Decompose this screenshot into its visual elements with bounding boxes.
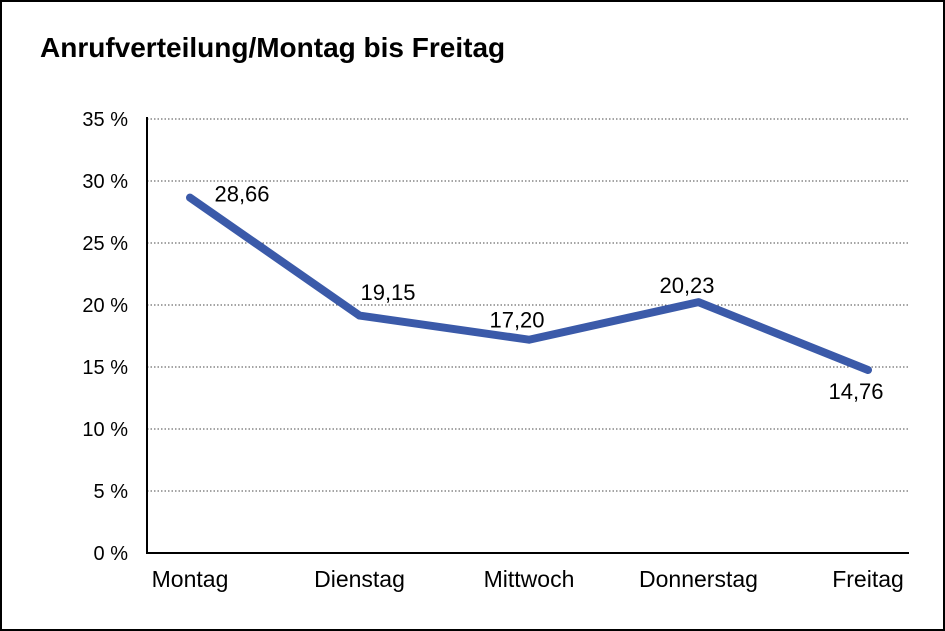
- x-axis-category-label: Mittwoch: [484, 566, 575, 592]
- y-axis-tick-label: 5 %: [94, 481, 129, 503]
- y-axis-tick-label: 30 %: [82, 171, 128, 193]
- y-axis-tick-label: 35 %: [82, 109, 128, 131]
- y-axis-tick-label: 0 %: [94, 543, 129, 565]
- y-axis-tick-label: 20 %: [82, 295, 128, 317]
- data-series-line: [186, 193, 872, 374]
- data-point-label: 19,15: [360, 280, 415, 305]
- chart-title: Anrufverteilung/Montag bis Freitag: [40, 32, 506, 63]
- x-axis-category-label: Dienstag: [314, 566, 405, 592]
- data-point-label: 14,76: [828, 379, 883, 404]
- data-point-label: 28,66: [214, 182, 269, 207]
- y-axis-tick-label: 15 %: [82, 357, 128, 379]
- x-axis-category-label: Donnerstag: [639, 566, 758, 592]
- data-point-label: 17,20: [489, 308, 544, 333]
- data-point-label: 20,23: [659, 273, 714, 298]
- x-axis-category-label: Montag: [152, 566, 229, 592]
- x-axis-category-label: Freitag: [832, 566, 904, 592]
- y-axis-tick-label: 10 %: [82, 419, 128, 441]
- y-axis-tick-label: 25 %: [82, 233, 128, 255]
